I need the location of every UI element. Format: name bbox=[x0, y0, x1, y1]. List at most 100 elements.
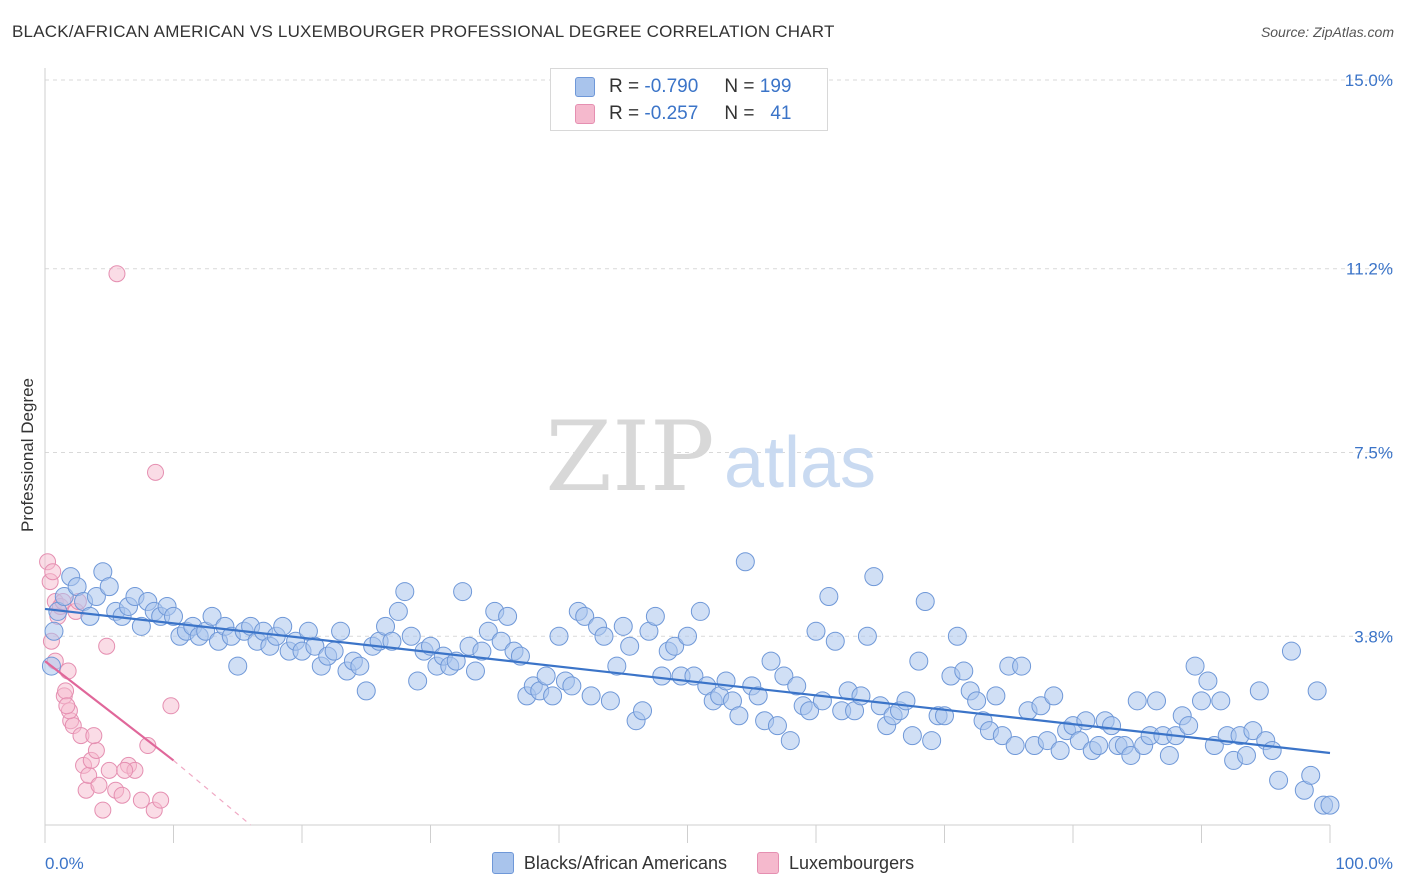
blue-point bbox=[575, 606, 595, 626]
blue-point bbox=[273, 616, 293, 636]
blue-point bbox=[857, 626, 877, 646]
pink-point bbox=[59, 662, 77, 680]
blue-point bbox=[1179, 716, 1199, 736]
pink-trend-extension bbox=[173, 759, 251, 826]
source-label: Source: ZipAtlas.com bbox=[1260, 24, 1394, 40]
blue-point bbox=[1198, 671, 1218, 691]
blue-point bbox=[665, 636, 685, 656]
blue-point bbox=[356, 681, 376, 701]
blue-point bbox=[1044, 686, 1064, 706]
pink-point bbox=[98, 637, 116, 655]
blue-point bbox=[986, 686, 1006, 706]
blue-point bbox=[678, 626, 697, 646]
y-tick-label: 7.5% bbox=[1354, 444, 1393, 463]
blue-point bbox=[549, 626, 569, 646]
y-tick-label: 11.2% bbox=[1346, 260, 1393, 279]
blue-point bbox=[613, 616, 633, 636]
blue-point bbox=[1320, 795, 1340, 815]
blue-point bbox=[401, 626, 421, 646]
blue-point bbox=[228, 656, 248, 676]
pink-point bbox=[132, 791, 150, 809]
blue-point bbox=[716, 671, 736, 691]
watermark-zip: ZIP bbox=[545, 401, 714, 513]
blue-point bbox=[472, 641, 492, 661]
blue-point bbox=[581, 686, 601, 706]
blue-point bbox=[761, 651, 781, 671]
blue-point bbox=[388, 601, 408, 621]
blue-point bbox=[1262, 741, 1282, 760]
blue-point bbox=[536, 666, 556, 686]
blue-point bbox=[331, 621, 351, 641]
blue-point bbox=[1236, 745, 1256, 765]
blue-point bbox=[729, 706, 749, 726]
blue-point bbox=[780, 731, 800, 751]
blue-point bbox=[1012, 656, 1032, 676]
x-tick-label: 0.0% bbox=[45, 854, 84, 873]
watermark: ZIP atlas bbox=[545, 401, 876, 513]
blue-point bbox=[453, 582, 473, 602]
blue-point bbox=[825, 631, 845, 651]
blue-point bbox=[645, 606, 665, 626]
blue-point bbox=[909, 651, 929, 671]
blue-point bbox=[607, 656, 627, 676]
legend-swatch-pink bbox=[575, 104, 595, 124]
legend-n-label: N = bbox=[724, 76, 755, 97]
blue-point bbox=[1192, 691, 1211, 711]
legend-r-value: -0.790 bbox=[644, 76, 699, 97]
blue-point bbox=[992, 726, 1012, 746]
blue-point bbox=[1185, 656, 1205, 676]
blue-point bbox=[395, 582, 415, 602]
pink-point bbox=[152, 791, 170, 809]
blue-point bbox=[690, 601, 710, 621]
legend-label-blacks: Blacks/African Americans bbox=[523, 852, 727, 873]
blue-point bbox=[819, 587, 839, 607]
legend-item-blacks: Blacks/African Americans bbox=[491, 852, 727, 874]
blue-point bbox=[902, 726, 922, 746]
legend-r-value: -0.257 bbox=[644, 103, 699, 124]
luxembourger-points bbox=[39, 265, 180, 819]
pink-point bbox=[87, 742, 105, 759]
pink-point bbox=[113, 786, 131, 804]
pink-point bbox=[100, 761, 118, 779]
blue-point bbox=[806, 621, 826, 641]
pink-point bbox=[57, 682, 75, 700]
blue-point bbox=[735, 552, 755, 572]
blue-point bbox=[748, 686, 768, 706]
blue-point bbox=[1147, 691, 1167, 711]
blue-point bbox=[491, 631, 511, 651]
blue-point bbox=[1211, 691, 1231, 711]
blue-point bbox=[633, 701, 653, 721]
pink-point bbox=[44, 563, 62, 581]
pink-point bbox=[85, 727, 103, 745]
blue-point bbox=[767, 716, 787, 736]
pink-point bbox=[162, 697, 180, 715]
blue-point bbox=[1243, 721, 1263, 741]
legend-swatch-blue bbox=[575, 77, 595, 97]
blue-point bbox=[1301, 765, 1321, 785]
blue-point bbox=[1127, 691, 1147, 711]
blue-point bbox=[543, 686, 563, 706]
watermark-atlas: atlas bbox=[724, 423, 876, 503]
blue-point bbox=[915, 592, 935, 611]
blue-point bbox=[202, 606, 222, 626]
series-legend: Blacks/African Americans Luxembourgers bbox=[0, 852, 1406, 874]
blue-point bbox=[620, 636, 640, 656]
blue-point bbox=[164, 606, 183, 626]
chart-title: BLACK/AFRICAN AMERICAN VS LUXEMBOURGER P… bbox=[12, 22, 835, 41]
blue-point bbox=[1089, 736, 1109, 756]
blue-point bbox=[1121, 745, 1141, 765]
blue-point bbox=[652, 666, 672, 686]
blue-point bbox=[1269, 770, 1289, 790]
blue-point bbox=[44, 621, 64, 641]
blue-point bbox=[1281, 641, 1301, 661]
blue-point bbox=[350, 656, 370, 676]
blue-point bbox=[131, 616, 151, 636]
pink-point bbox=[58, 697, 76, 715]
blue-point bbox=[478, 621, 498, 641]
blue-point bbox=[967, 691, 987, 711]
blue-point bbox=[80, 606, 100, 626]
blue-point bbox=[1050, 741, 1070, 760]
legend-swatch-blue bbox=[491, 852, 514, 874]
blue-point bbox=[498, 606, 518, 626]
